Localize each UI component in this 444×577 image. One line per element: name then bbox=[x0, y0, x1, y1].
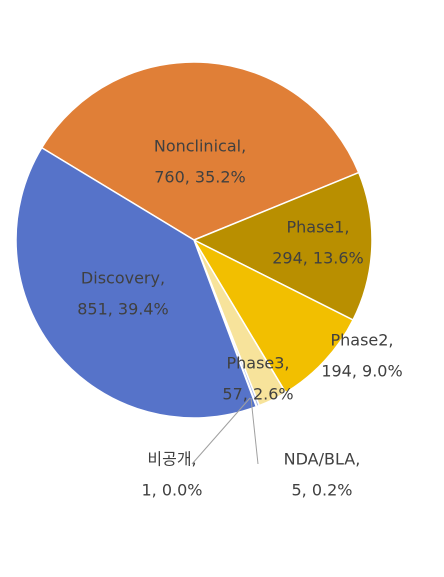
pie-slice bbox=[15, 146, 258, 419]
value-label: 5, 0.2% bbox=[292, 481, 353, 500]
value-label: 760, 35.2% bbox=[154, 168, 246, 187]
slice-label: Phase1, bbox=[286, 218, 349, 237]
value-label: 851, 39.4% bbox=[77, 300, 169, 319]
pie-slice bbox=[192, 171, 373, 321]
slice-label: Discovery, bbox=[81, 269, 165, 288]
slice-label: Phase3, bbox=[226, 354, 289, 373]
value-label: 1, 0.0% bbox=[142, 481, 203, 500]
value-label: 294, 13.6% bbox=[272, 249, 364, 268]
leader-line bbox=[191, 397, 251, 465]
slice-label: Nonclinical, bbox=[154, 137, 246, 156]
slice-label: 비공개, bbox=[147, 450, 196, 469]
leader-line bbox=[250, 397, 259, 465]
pie-slice bbox=[192, 238, 355, 394]
slice-label: NDA/BLA, bbox=[284, 450, 361, 469]
value-label: 57, 2.6% bbox=[222, 385, 293, 404]
value-label: 194, 9.0% bbox=[321, 362, 402, 381]
slice-label: Phase2, bbox=[330, 331, 393, 350]
